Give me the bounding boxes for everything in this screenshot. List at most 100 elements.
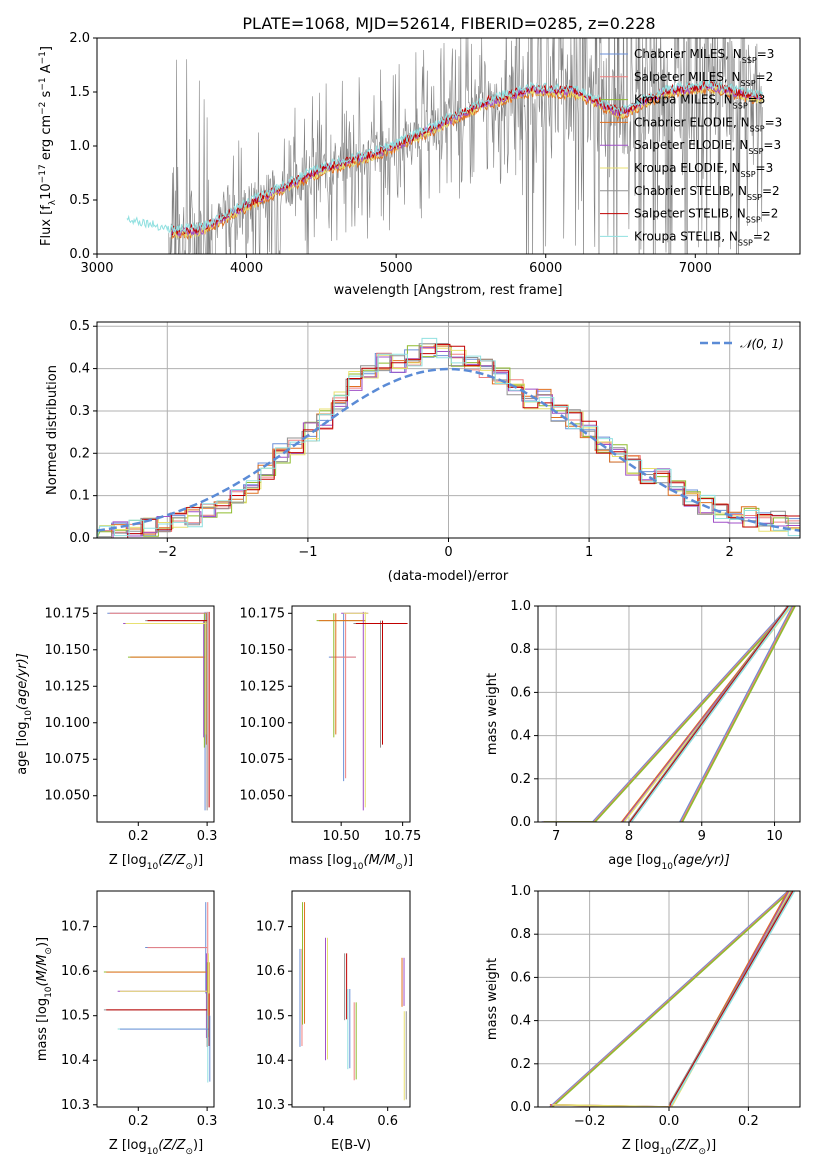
- axes-frame: [96, 321, 801, 539]
- y-tick-label: 0.8: [510, 927, 531, 942]
- axes-frame: [537, 605, 801, 823]
- x-tick-label: 6000: [529, 261, 562, 276]
- x-tick-label: 0.2: [738, 1114, 759, 1129]
- age-vs-metallicity-panel: 0.2 0.3 10.050 10.075 10.100 10.125 10.150 10.1…: [15, 605, 218, 872]
- x-axis-label: wavelength [Angstrom, rest frame]: [334, 283, 563, 298]
- x-axis-label: Z [log10(Z/Z⊙)]: [622, 1138, 716, 1157]
- y-tick-label: 0.6: [510, 685, 531, 700]
- y-tick-label: 0.3: [69, 404, 90, 419]
- x-tick-label: 8: [625, 829, 633, 844]
- x-tick-label: −0.2: [574, 1114, 606, 1129]
- histogram-series: [97, 345, 800, 538]
- axes-frame: [96, 37, 801, 255]
- axes-frame: [96, 605, 215, 823]
- axes-frame: [291, 605, 411, 823]
- y-tick-label: 0.2: [69, 446, 90, 461]
- y-tick-label: 0.2: [510, 772, 531, 787]
- x-tick-label: 0.4: [314, 1114, 335, 1129]
- y-tick-label: 10.4: [256, 1053, 285, 1068]
- x-axis-label: Z [log10(Z/Z⊙)]: [109, 1138, 203, 1157]
- y-tick-label: 0.4: [69, 362, 90, 377]
- y-tick-label: 10.3: [256, 1098, 285, 1113]
- y-tick-label: 10.3: [61, 1098, 90, 1113]
- residual-histogram-panel: −2 −1 0 1 2 0.0 0.1 0.2 0.3 0.4 0.5 𝒩(0, 1) (data-mo…: [45, 319, 801, 584]
- legend-entry: Salpeter STELIB, NSSP=2: [634, 207, 778, 225]
- legend-entry: Salpeter MILES, NSSP=2: [634, 70, 773, 88]
- x-tick-label: 5000: [380, 261, 413, 276]
- y-tick-label: 10.6: [61, 964, 90, 979]
- y-tick-label: 0.0: [69, 247, 90, 262]
- y-tick-label: 10.175: [240, 606, 286, 621]
- axes-frame: [291, 890, 411, 1108]
- y-tick-label: 1.0: [69, 139, 90, 154]
- y-tick-label: 10.6: [256, 964, 285, 979]
- y-tick-label: 10.125: [45, 679, 91, 694]
- y-tick-label: 10.100: [45, 716, 91, 731]
- x-axis-label: age [log10(age/yr)]: [608, 853, 730, 872]
- cumulative-series: [669, 891, 794, 1106]
- cumulative-series: [670, 891, 796, 1106]
- x-tick-label: −1: [298, 545, 317, 560]
- cumulative-series: [549, 891, 789, 1107]
- x-axis-label: (data-model)/error: [388, 569, 509, 584]
- x-tick-label: 0.6: [377, 1114, 398, 1129]
- y-tick-label: 10.4: [61, 1053, 90, 1068]
- x-tick-label: 9: [698, 829, 706, 844]
- y-tick-label: 10.050: [45, 789, 91, 804]
- y-axis-label: mass [log10(M/M⊙)]: [35, 937, 54, 1061]
- y-axis-label: Normed distribution: [45, 365, 60, 495]
- histogram-series: [97, 343, 800, 538]
- cumulative-series: [629, 606, 790, 822]
- axes-frame: [96, 890, 215, 1108]
- y-tick-label: 0.8: [510, 642, 531, 657]
- x-tick-label: 0.2: [128, 829, 149, 844]
- y-tick-label: 10.5: [256, 1009, 285, 1024]
- y-tick-label: 0.5: [69, 193, 90, 208]
- y-axis-label: mass weight: [485, 958, 500, 1040]
- legend-entry: Chabrier STELIB, NSSP=2: [634, 184, 780, 202]
- cumulative-series: [628, 606, 789, 822]
- mass-vs-ebv-panel: 0.4 0.6 10.3 10.4 10.5 10.6 10.7 E(B-V): [256, 890, 411, 1153]
- y-tick-label: 1.5: [69, 85, 90, 100]
- y-tick-label: 10.5: [61, 1009, 90, 1024]
- cumulative-mass-age-panel: 7 8 9 10 0.0 0.2 0.4 0.6 0.8 1.0 mass weight age [l…: [485, 599, 801, 872]
- legend-entry: Kroupa MILES, NSSP=3: [634, 93, 765, 111]
- x-tick-label: 0.3: [197, 829, 218, 844]
- x-axis-label: mass [log10(M/M⊙)]: [289, 853, 413, 872]
- observed-spectrum: [168, 38, 763, 254]
- legend-entry: Kroupa ELODIE, NSSP=3: [634, 161, 773, 179]
- y-tick-label: 0.5: [69, 319, 90, 334]
- legend-entry: 𝒩(0, 1): [740, 337, 784, 351]
- x-tick-label: 0.3: [197, 1114, 218, 1129]
- plot-area: [549, 891, 796, 1107]
- cumulative-mass-metallicity-panel: −0.2 0.0 0.2 0.0 0.2 0.4 0.6 0.8 1.0 mass weight Z…: [485, 884, 801, 1157]
- x-axis-label: E(B-V): [331, 1138, 371, 1153]
- y-tick-label: 10.075: [240, 752, 286, 767]
- x-tick-label: 10: [766, 829, 783, 844]
- cumulative-series: [542, 606, 791, 822]
- x-tick-label: 7: [552, 829, 560, 844]
- y-tick-label: 10.150: [240, 643, 286, 658]
- y-tick-label: 0.0: [69, 531, 90, 546]
- y-tick-label: 10.075: [45, 752, 91, 767]
- spectrum-panel: 3000 4000 5000 6000 7000 0.0 0.5 1.0 1.5 2.0 wavel…: [38, 31, 801, 298]
- cumulative-series: [550, 891, 790, 1107]
- y-tick-label: 10.7: [61, 920, 90, 935]
- x-tick-label: 2: [726, 545, 734, 560]
- plot-area: [316, 611, 408, 811]
- cumulative-series: [544, 606, 793, 822]
- plot-area: [97, 337, 800, 538]
- x-tick-label: 0.0: [659, 1114, 680, 1129]
- x-tick-label: 1: [585, 545, 593, 560]
- age-vs-mass-panel: 10.50 10.75 10.050 10.075 10.100 10.125 10.150…: [240, 605, 421, 872]
- plot-area: [107, 611, 210, 811]
- y-axis-label: age [log10(age/yr)]: [15, 653, 34, 775]
- x-tick-label: 4000: [230, 261, 263, 276]
- cumulative-series: [541, 606, 790, 822]
- y-tick-label: 10.150: [45, 643, 91, 658]
- y-tick-label: 0.6: [510, 970, 531, 985]
- legend-entry: Salpeter ELODIE, NSSP=3: [634, 138, 781, 156]
- y-tick-label: 0.4: [510, 1014, 531, 1029]
- y-tick-label: 2.0: [69, 31, 90, 46]
